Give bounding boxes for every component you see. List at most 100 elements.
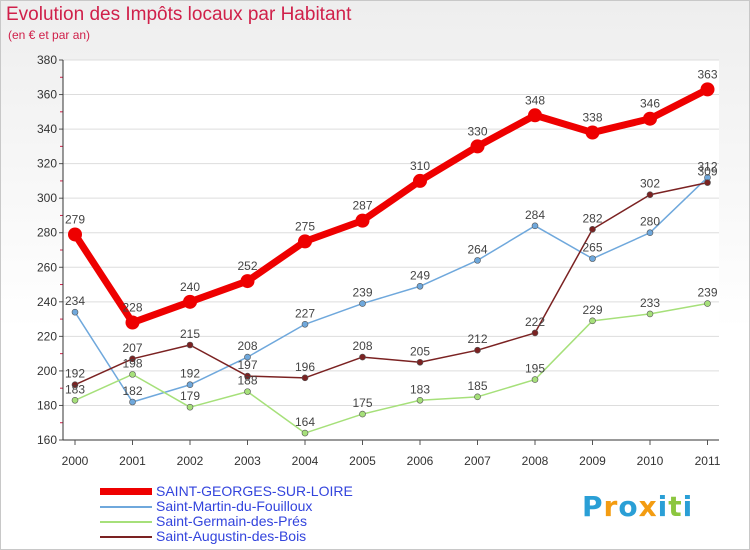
legend-label: Saint-Augustin-des-Bois bbox=[156, 528, 307, 544]
data-label: 192 bbox=[180, 367, 200, 381]
x-tick-label: 2010 bbox=[637, 454, 664, 468]
data-label: 279 bbox=[65, 212, 85, 226]
data-point bbox=[244, 372, 251, 380]
data-point bbox=[704, 179, 711, 186]
data-point bbox=[129, 398, 136, 406]
legend-label: SAINT-GEORGES-SUR-LOIRE bbox=[156, 483, 353, 499]
data-label: 264 bbox=[467, 242, 487, 256]
data-label: 252 bbox=[237, 259, 257, 273]
y-tick-label: 280 bbox=[37, 226, 57, 240]
data-label: 312 bbox=[697, 159, 717, 173]
y-tick-label: 340 bbox=[37, 122, 57, 136]
data-label: 280 bbox=[640, 215, 660, 229]
data-label: 239 bbox=[697, 286, 717, 300]
data-label: 239 bbox=[352, 286, 372, 300]
data-point bbox=[355, 213, 370, 228]
data-label: 212 bbox=[467, 332, 487, 346]
y-tick-label: 260 bbox=[37, 260, 57, 274]
y-tick-label: 240 bbox=[37, 295, 57, 309]
logo-letter: t bbox=[668, 490, 683, 523]
x-tick-label: 2008 bbox=[522, 454, 549, 468]
x-tick-label: 2011 bbox=[695, 454, 721, 468]
x-tick-label: 2006 bbox=[407, 454, 434, 468]
data-point bbox=[186, 403, 194, 411]
data-label: 205 bbox=[410, 344, 430, 358]
legend-swatch bbox=[100, 488, 152, 495]
y-tick-label: 320 bbox=[37, 157, 57, 171]
series-line bbox=[74, 181, 709, 386]
data-label: 227 bbox=[295, 306, 315, 320]
data-point bbox=[359, 300, 366, 307]
chart-title: Evolution des Impôts locaux par Habitant bbox=[6, 4, 352, 25]
data-point bbox=[240, 274, 255, 289]
y-tick-label: 220 bbox=[37, 329, 57, 343]
data-label: 228 bbox=[122, 301, 142, 315]
data-label: 192 bbox=[65, 367, 85, 381]
data-point bbox=[298, 234, 312, 249]
plot-area bbox=[63, 60, 719, 440]
data-label: 182 bbox=[122, 384, 142, 398]
data-point bbox=[704, 300, 711, 307]
x-tick-label: 2004 bbox=[292, 454, 319, 468]
y-tick-label: 380 bbox=[37, 53, 57, 67]
data-point bbox=[359, 353, 366, 361]
data-point bbox=[416, 396, 424, 404]
data-point bbox=[531, 376, 539, 383]
y-tick-label: 300 bbox=[37, 191, 57, 205]
data-label: 175 bbox=[352, 396, 372, 410]
series-line bbox=[71, 85, 711, 327]
data-point bbox=[474, 346, 481, 354]
data-point bbox=[531, 222, 539, 230]
data-point bbox=[589, 255, 596, 262]
data-label: 310 bbox=[410, 159, 430, 173]
x-tick-label: 2001 bbox=[119, 454, 146, 468]
data-point bbox=[585, 125, 600, 140]
proxiti-logo: Proxiti bbox=[582, 490, 693, 523]
data-label: 207 bbox=[122, 341, 142, 355]
data-label: 179 bbox=[180, 389, 200, 403]
data-point bbox=[186, 381, 194, 389]
data-point bbox=[244, 353, 251, 361]
data-point bbox=[589, 225, 596, 233]
data-label: 282 bbox=[582, 211, 602, 225]
y-tick-label: 360 bbox=[37, 88, 57, 102]
data-label: 287 bbox=[352, 199, 372, 213]
logo-letter: i bbox=[682, 490, 694, 523]
data-label: 197 bbox=[237, 358, 257, 372]
data-point bbox=[474, 393, 481, 401]
data-point bbox=[700, 82, 715, 97]
data-point bbox=[474, 257, 481, 264]
data-point bbox=[71, 381, 79, 389]
legend-label: Saint-Martin-du-Fouilloux bbox=[156, 498, 313, 514]
data-point bbox=[646, 229, 654, 237]
data-point bbox=[71, 308, 79, 316]
data-point bbox=[646, 191, 654, 199]
data-label: 302 bbox=[640, 177, 660, 191]
data-label: 363 bbox=[697, 67, 717, 81]
data-label: 275 bbox=[295, 219, 315, 233]
data-point bbox=[301, 374, 309, 382]
data-point bbox=[413, 173, 427, 188]
data-point bbox=[244, 388, 251, 395]
data-label: 265 bbox=[582, 241, 602, 255]
data-label: 233 bbox=[640, 296, 660, 310]
data-label: 198 bbox=[122, 356, 142, 370]
data-label: 338 bbox=[582, 111, 602, 125]
data-label: 208 bbox=[237, 339, 257, 353]
data-point bbox=[186, 341, 194, 349]
x-tick-label: 2002 bbox=[177, 454, 204, 468]
legend-swatch bbox=[100, 521, 152, 523]
data-point bbox=[416, 282, 424, 290]
data-point bbox=[129, 355, 136, 363]
chart-subtitle: (en € et par an) bbox=[8, 28, 91, 42]
legend-label: Saint-Germain-des-Prés bbox=[156, 513, 307, 529]
series-line bbox=[74, 176, 709, 403]
legend-swatch bbox=[100, 536, 152, 538]
data-point bbox=[129, 371, 136, 378]
logo-letter: x bbox=[638, 490, 658, 523]
logo-letter: i bbox=[657, 490, 669, 523]
data-point bbox=[183, 294, 197, 309]
series-line bbox=[74, 302, 709, 434]
data-label: 195 bbox=[525, 362, 545, 376]
